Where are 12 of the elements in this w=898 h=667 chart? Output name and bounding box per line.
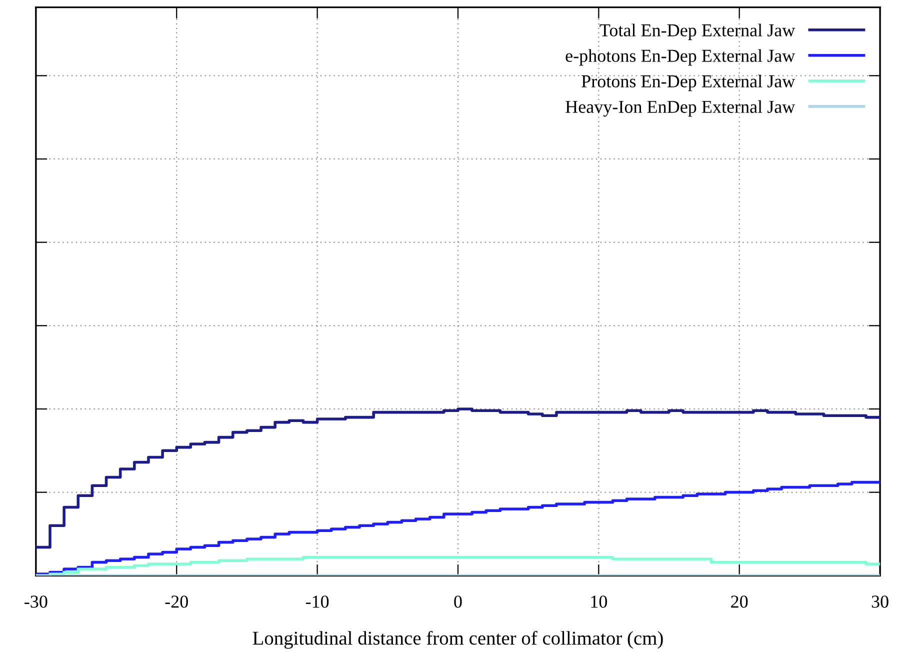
- x-tick-label: -30: [24, 596, 48, 608]
- x-tick-label: 20: [731, 596, 748, 608]
- x-axis-title: Longitudinal distance from center of collimator (cm): [252, 630, 663, 649]
- x-tick-label: -20: [165, 596, 188, 608]
- x-tick-label: 30: [872, 596, 888, 608]
- legend-label: e-photons En-Dep External Jaw: [566, 49, 796, 66]
- x-tick-label: -10: [306, 596, 329, 608]
- x-tick-label: 0: [454, 596, 462, 608]
- x-tick-label: 10: [591, 596, 608, 608]
- legend-label: Heavy-Ion EnDep External Jaw: [566, 100, 796, 117]
- legend-label: Protons En-Dep External Jaw: [582, 74, 796, 92]
- legend-label: Total En-Dep External Jaw: [600, 24, 796, 40]
